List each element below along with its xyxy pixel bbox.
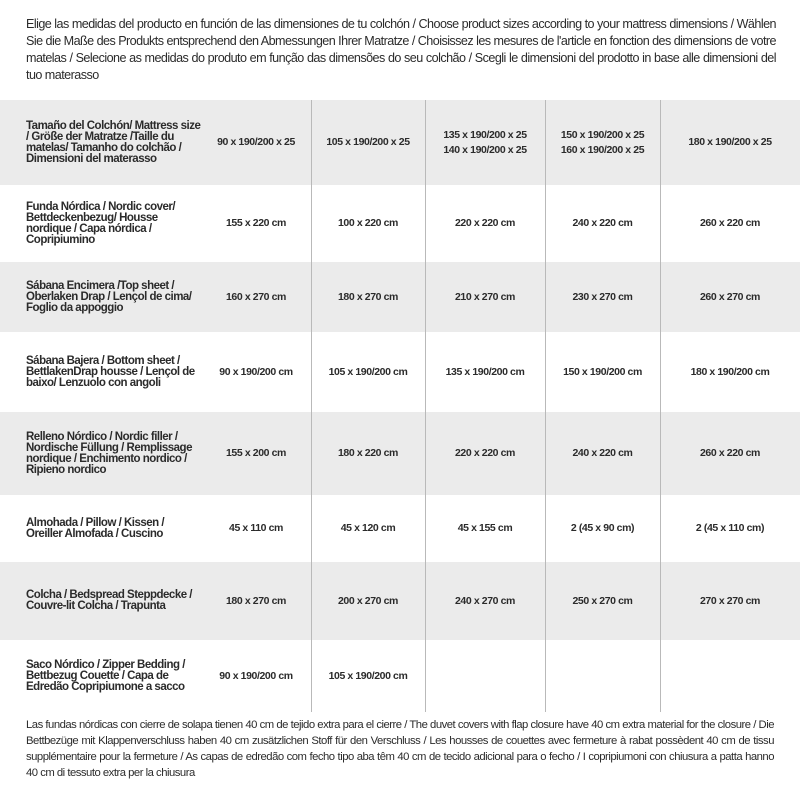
table-cell: 100 x 220 cm [337,217,398,229]
size-table: Tamaño del Colchón/ Mattress size / Größ… [0,100,800,712]
header-cell: 180 x 190/200 x 25 [688,136,772,148]
row-label: Saco Nórdico / Zipper Bedding / Bettbezu… [26,658,185,693]
column-divider [311,100,312,712]
table-row: Relleno Nórdico / Nordic filler / Nordis… [0,412,800,495]
table-cell: 210 x 270 cm [454,290,515,303]
table-cell: 45 x 155 cm [457,522,513,534]
table-cell: 105 x 190/200 cm [328,365,408,378]
table-cell: 200 x 270 cm [337,594,398,607]
table-cell: 180 x 220 cm [337,447,398,459]
header-cell: 150 x 190/200 x 25 160 x 190/200 x 25 [560,128,645,156]
table-cell: 45 x 110 cm [229,522,283,534]
table-row: Funda Nórdica / Nordic cover/ Bettdecken… [0,185,800,262]
table-cell: 2 (45 x 110 cm) [695,522,765,534]
row-label: Tamaño del Colchón/ Mattress size / Größ… [26,119,201,165]
column-divider [425,100,426,712]
table-row: Sábana Encimera /Top sheet / Oberlaken D… [0,262,800,332]
table-cell: 240 x 220 cm [572,447,633,459]
column-divider [545,100,546,712]
header-cell: 90 x 190/200 x 25 [217,136,295,148]
table-cell: 150 x 190/200 cm [563,365,642,378]
table-cell: 90 x 190/200 cm [219,365,293,378]
table-cell: 240 x 270 cm [454,594,515,607]
row-label: Funda Nórdica / Nordic cover/ Bettdecken… [26,200,176,246]
table-cell: 220 x 220 cm [454,447,515,459]
table-row: Sábana Bajera / Bottom sheet / Bettlaken… [0,332,800,412]
table-cell: 250 x 270 cm [572,594,633,607]
row-label: Sábana Encimera /Top sheet / Oberlaken D… [26,279,192,314]
table-cell: 260 x 220 cm [699,217,760,229]
table-cell: 270 x 270 cm [699,594,760,607]
intro-text: Elige las medidas del producto en funció… [26,17,777,82]
table-cell: 155 x 200 cm [225,447,286,459]
table-cell: 180 x 270 cm [225,594,286,607]
row-label: Relleno Nórdico / Nordic filler / Nordis… [26,430,192,476]
row-label: Colcha / Bedspread Steppdecke / Couvre-l… [26,589,193,612]
header-row: Tamaño del Colchón/ Mattress size / Größ… [0,100,800,185]
table-cell: 230 x 270 cm [572,290,633,303]
row-label: Almohada / Pillow / Kissen / Oreiller Al… [26,516,165,540]
row-label: Sábana Bajera / Bottom sheet / Bettlaken… [26,354,195,389]
header-cell: 135 x 190/200 x 25 140 x 190/200 x 25 [443,128,527,156]
footnote-text: Las fundas nórdicas con cierre de solapa… [26,719,775,779]
table-row: Saco Nórdico / Zipper Bedding / Bettbezu… [0,640,800,712]
table-cell: 220 x 220 cm [454,217,515,229]
column-divider [660,100,661,712]
table-cell: 155 x 220 cm [225,217,286,229]
table-cell: 160 x 270 cm [225,290,286,303]
header-cell: 105 x 190/200 x 25 [326,136,410,148]
table-cell: 135 x 190/200 cm [445,365,525,378]
table-cell: 45 x 120 cm [340,522,396,534]
table-cell: 90 x 190/200 cm [219,669,293,682]
table-row: Almohada / Pillow / Kissen / Oreiller Al… [0,495,800,562]
table-cell: 180 x 270 cm [337,290,398,303]
table-cell: 180 x 190/200 cm [690,365,770,378]
table-cell: 240 x 220 cm [572,217,633,229]
table-cell: 260 x 270 cm [699,290,760,303]
table-cell: 105 x 190/200 cm [328,669,408,682]
table-row: Colcha / Bedspread Steppdecke / Couvre-l… [0,562,800,640]
table-cell: 2 (45 x 90 cm) [570,522,635,534]
table-cell: 260 x 220 cm [699,447,760,459]
